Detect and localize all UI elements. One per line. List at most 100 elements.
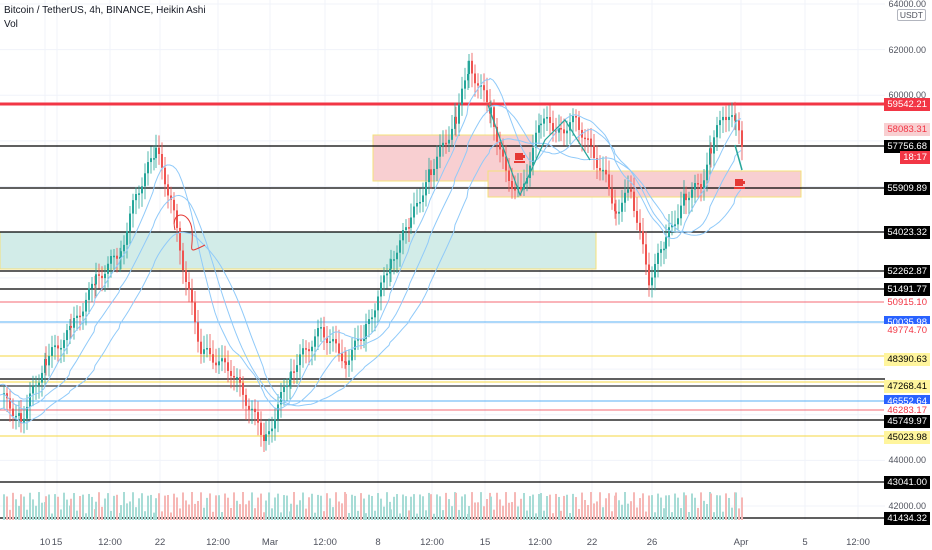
volume-bar [371, 495, 373, 520]
candle [706, 164, 708, 181]
candle [651, 277, 653, 286]
volume-bar [188, 504, 190, 520]
volume-bar [91, 496, 93, 520]
volume-bar [517, 506, 519, 520]
candle [543, 118, 545, 124]
volume-bar [290, 503, 292, 520]
candle [66, 330, 68, 341]
candle [110, 256, 112, 264]
volume-bar [380, 498, 382, 520]
candle [396, 252, 398, 260]
volume-bar [348, 513, 350, 520]
time-tick: Mar [261, 537, 279, 548]
volume-bar [338, 501, 340, 520]
volume-bar [433, 513, 435, 520]
volume-bar [63, 492, 65, 520]
candle [688, 197, 690, 201]
volume-bar [668, 495, 670, 520]
volume-bar [23, 496, 25, 520]
volume-bar [335, 492, 337, 520]
candle [54, 345, 56, 348]
candle [23, 418, 25, 424]
volume-bar [639, 498, 641, 520]
candle [161, 154, 163, 168]
volume-bar [490, 496, 492, 520]
candle [206, 348, 208, 350]
volume-bar [155, 498, 157, 520]
volume-bar [107, 493, 109, 520]
volume-bar [85, 513, 87, 520]
candle [63, 340, 65, 348]
candle [341, 353, 343, 362]
candle [263, 434, 265, 442]
volume-bar [532, 494, 534, 520]
candle [380, 282, 382, 297]
volume-bar [390, 509, 392, 520]
candle [305, 348, 307, 350]
price-label: 50915.10 [884, 296, 930, 309]
volume-bar [543, 510, 545, 520]
candle [464, 80, 466, 89]
volume-bar [671, 512, 673, 520]
candle [280, 392, 282, 405]
candle [150, 158, 152, 163]
volume-bar [587, 505, 589, 520]
candle [113, 255, 115, 258]
candle [430, 169, 432, 176]
volume-bar [535, 513, 537, 520]
candle [170, 195, 172, 200]
candle [15, 415, 17, 418]
volume-bar [245, 504, 247, 520]
volume-bar [26, 509, 28, 520]
candle [713, 137, 715, 154]
volume-bar [408, 510, 410, 520]
alert-icon[interactable] [734, 177, 746, 189]
alert-icon[interactable] [514, 151, 526, 163]
volume-bar [584, 499, 586, 520]
price-label: 45023.98 [884, 431, 930, 444]
volume-bar [194, 503, 196, 520]
candle [642, 231, 644, 245]
candle [461, 88, 463, 105]
volume-bar [123, 492, 125, 520]
volume-bar [499, 499, 501, 520]
candle [254, 408, 256, 413]
candle [722, 116, 724, 121]
candle [182, 250, 184, 270]
candle [575, 116, 577, 118]
candle [480, 85, 482, 87]
volume-bar [621, 504, 623, 520]
candle [645, 244, 647, 265]
candle [680, 205, 682, 219]
candle [697, 183, 699, 185]
candle [560, 128, 562, 130]
symbol-title[interactable]: Bitcoin / TetherUS, 4h, BINANCE, Heikin … [4, 5, 206, 16]
candle [88, 288, 90, 300]
candle [433, 168, 435, 176]
volume-bar [132, 492, 134, 520]
volume-bar [277, 493, 279, 520]
volume-bar [575, 497, 577, 520]
currency-badge[interactable]: USDT [896, 9, 926, 21]
volume-bar [445, 492, 447, 520]
candle [439, 146, 441, 157]
candle [614, 203, 616, 212]
volume-label[interactable]: Vol [4, 19, 18, 30]
price-label: 41434.32 [884, 512, 930, 525]
candle [251, 408, 253, 411]
volume-bar [98, 492, 100, 520]
volume-bar [224, 493, 226, 520]
candle [257, 412, 259, 423]
candle [173, 199, 175, 211]
volume-bar [274, 497, 276, 520]
volume-bar [694, 497, 696, 520]
candle [578, 117, 580, 130]
candle [51, 347, 53, 356]
volume-bar [642, 493, 644, 520]
volume-bar [615, 492, 617, 520]
candle [73, 318, 75, 328]
candle [677, 218, 679, 225]
candle [552, 123, 554, 131]
candle [242, 382, 244, 395]
